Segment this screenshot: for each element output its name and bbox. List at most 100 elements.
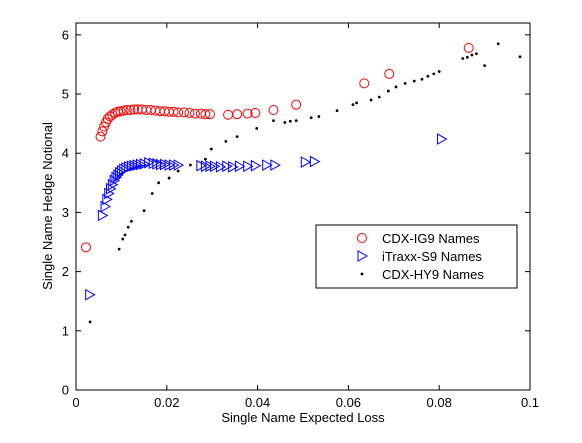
data-point (394, 85, 398, 89)
data-point (461, 57, 465, 60)
data-point (189, 108, 200, 119)
legend: CDX-IG9 Names iTraxx-S9 Names CDX-HY9 Na… (315, 224, 518, 289)
data-point (176, 169, 180, 173)
data-point (250, 159, 262, 172)
plot-area-frame (75, 22, 531, 391)
legend-marker-itraxx-s9 (357, 250, 369, 262)
data-point (95, 131, 106, 142)
data-point (242, 108, 253, 119)
data-point (129, 219, 133, 223)
data-point (132, 159, 144, 171)
data-point (88, 320, 92, 324)
data-point (268, 105, 279, 116)
data-point (200, 109, 211, 120)
data-point (142, 209, 146, 213)
x-axis-label: Single Name Expected Loss (221, 410, 385, 425)
data-point (184, 107, 195, 118)
data-point (309, 116, 313, 120)
data-point (173, 159, 185, 171)
data-point (215, 160, 227, 173)
data-point (85, 288, 96, 301)
y-tick-label: 1 (62, 323, 69, 338)
legend-marker-symbol (360, 272, 364, 276)
data-point (234, 160, 246, 173)
data-point (109, 174, 121, 187)
data-point (150, 192, 154, 195)
data-point (107, 109, 118, 120)
data-point (135, 158, 147, 171)
data-point (189, 163, 192, 167)
data-point (426, 74, 430, 78)
data-point (355, 101, 358, 105)
legend-label-cdx-hy9: CDX-HY9 Names (382, 267, 484, 282)
y-tick-label: 4 (62, 146, 69, 161)
axis-ticks: 0 0.02 0.04 0.06 0.08 0.1 0 1 2 3 4 5 6 (62, 23, 539, 410)
data-point (117, 247, 121, 251)
data-point (224, 139, 228, 143)
data-point (97, 209, 109, 222)
legend-marker-symbol (357, 250, 369, 262)
data-point (518, 55, 522, 59)
legend-marker-symbol (357, 233, 367, 243)
legend-marker-cdx-ig9 (357, 233, 367, 243)
series-2-points (88, 42, 522, 324)
data-point (222, 160, 233, 173)
data-point (359, 78, 370, 89)
data-point (115, 106, 126, 117)
data-point (300, 156, 312, 168)
data-point (203, 157, 207, 161)
data-point (288, 119, 292, 123)
data-point (125, 105, 136, 116)
data-point (262, 159, 273, 171)
data-point (121, 237, 125, 241)
data-point (384, 68, 395, 79)
y-tick-label: 0 (62, 383, 69, 398)
series-0-points (80, 42, 474, 253)
data-point (412, 79, 416, 83)
data-point (97, 126, 108, 137)
x-tick-label: 0.02 (154, 395, 179, 410)
data-point (283, 121, 287, 124)
data-point (432, 72, 436, 76)
data-point (483, 64, 486, 68)
data-point (129, 104, 140, 115)
data-point (209, 160, 221, 173)
data-point (317, 115, 321, 118)
data-point (270, 159, 281, 171)
data-point (255, 126, 259, 130)
data-point (335, 109, 339, 113)
data-point (126, 160, 138, 173)
data-point (250, 107, 261, 118)
data-point (475, 52, 478, 56)
legend-label-itraxx-s9: iTraxx-S9 Names (382, 249, 482, 264)
x-tick-label: 0.1 (521, 395, 539, 410)
data-point (105, 111, 116, 122)
data-point (377, 95, 381, 99)
data-point (104, 187, 115, 200)
data-point (243, 160, 254, 173)
data-point (123, 233, 127, 237)
data-point (204, 109, 215, 120)
data-point (470, 53, 474, 57)
x-tick-label: 0 (72, 395, 79, 410)
y-tick-label: 3 (62, 205, 69, 220)
data-point (463, 42, 474, 53)
data-point (232, 109, 243, 120)
legend-label-cdx-ig9: CDX-IG9 Names (382, 231, 480, 246)
x-tick-label: 0.04 (245, 395, 270, 410)
data-point (235, 135, 239, 139)
series-1-points (85, 133, 448, 301)
data-point (436, 133, 448, 145)
data-point (118, 105, 129, 116)
data-point (179, 107, 190, 118)
data-point (228, 160, 239, 173)
data-point (111, 171, 122, 184)
data-point (420, 77, 424, 81)
data-point (148, 157, 160, 170)
y-axis-label: Single Name Hedge Notional (40, 122, 55, 290)
x-tick-label: 0.08 (427, 395, 452, 410)
legend-marker-cdx-hy9 (360, 272, 364, 276)
data-point (152, 158, 163, 170)
